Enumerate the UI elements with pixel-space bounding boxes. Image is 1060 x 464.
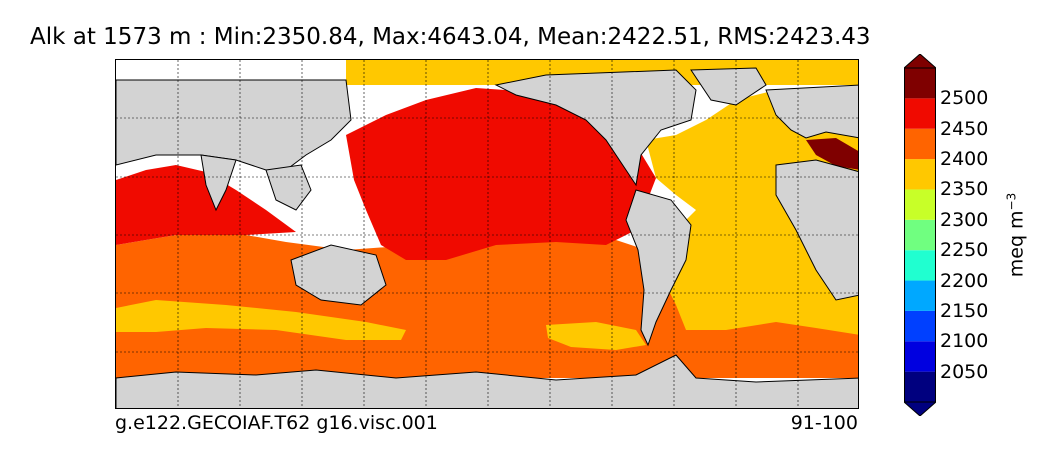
colorbar-bin: [904, 159, 936, 190]
colorbar-bin: [904, 371, 936, 402]
colorbar: [904, 54, 936, 416]
colorbar-bin: [904, 280, 936, 311]
colorbar-frame: [904, 67, 936, 403]
atlantic-field: [646, 90, 858, 335]
gridlines: [116, 60, 858, 408]
north-pacific-field: [346, 88, 656, 260]
colorbar-bin: [904, 250, 936, 281]
colorbar-tick-label: 2300: [940, 208, 989, 231]
footer-run-name: g.e122.GECOIAF.T62 g16.visc.001: [115, 412, 438, 434]
colorbar-tick-label: 2150: [940, 299, 989, 322]
subantarctic-band-west: [116, 300, 406, 340]
subantarctic-band-east: [546, 322, 646, 350]
colorbar-tick-label: 2500: [940, 87, 989, 110]
colorbar-units-exponent: −3: [1004, 192, 1019, 211]
colorbar-tick-label: 2050: [940, 360, 989, 383]
colorbar-units-base: meq m: [1005, 210, 1028, 278]
colorbar-units-label: meq m−3: [1004, 193, 1027, 278]
colorbar-bin: [904, 341, 936, 372]
north-indian-field: [116, 165, 296, 245]
colorbar-bin: [904, 189, 936, 220]
ocean-map: [116, 60, 858, 408]
colorbar-tick-label: 2100: [940, 330, 989, 353]
colorbar-bin: [904, 68, 936, 99]
landmasses: [116, 67, 858, 408]
colorbar-bin: [904, 98, 936, 129]
colorbar-tick-label: 2400: [940, 148, 989, 171]
colorbar-tick-label: 2200: [940, 269, 989, 292]
plot-title: Alk at 1573 m : Min:2350.84, Max:4643.04…: [30, 24, 871, 50]
colorbar-tick-label: 2450: [940, 117, 989, 140]
colorbar-bin: [904, 219, 936, 251]
colorbar-extend-min: [904, 401, 936, 416]
colorbar-tick-label: 2250: [940, 239, 989, 262]
colorbar-bin: [904, 128, 936, 160]
map-panel: [115, 59, 859, 409]
colorbar-tick-label: 2350: [940, 178, 989, 201]
footer-years: 91-100: [790, 412, 858, 434]
colorbar-bin: [904, 310, 936, 342]
colorbar-extend-max: [904, 54, 936, 69]
mediterranean-field: [806, 138, 858, 170]
